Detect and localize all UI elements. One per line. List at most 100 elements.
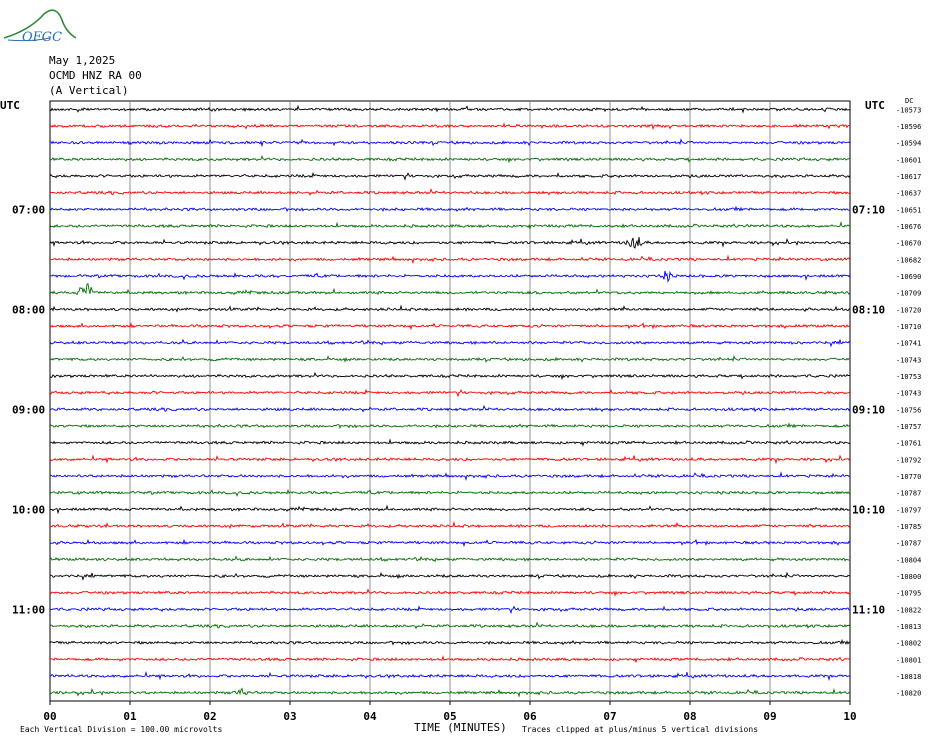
seismic-trace: [49, 588, 851, 597]
x-tick-label: 02: [203, 710, 216, 723]
seismic-trace: [49, 104, 851, 114]
x-tick-label: 04: [363, 710, 377, 723]
x-tick-label: 07: [603, 710, 616, 723]
right-time-label: 08:10: [852, 303, 885, 316]
trace-offset-label: -10785: [896, 523, 921, 531]
trace-offset-label: -10761: [896, 440, 921, 448]
seismic-trace: [49, 638, 851, 646]
trace-offset-label: -10637: [896, 190, 921, 198]
seismic-trace: [50, 438, 851, 447]
seismic-trace: [49, 538, 851, 548]
seismic-trace: [49, 188, 851, 196]
trace-offset-label: -10741: [896, 340, 921, 348]
seismic-trace: [49, 488, 851, 497]
seismic-trace: [49, 454, 851, 465]
trace-offset-label: -10813: [896, 623, 921, 631]
logo: OFGC: [3, 9, 77, 45]
left-time-label: 07:00: [12, 203, 45, 216]
seismic-trace: [49, 220, 851, 231]
logo-text: OFGC: [22, 30, 62, 45]
trace-offset-label: -10787: [896, 490, 921, 498]
trace-offset-label: -10743: [896, 390, 921, 398]
trace-offset-label: -10820: [896, 690, 921, 698]
trace-offset-label: -10797: [896, 506, 921, 514]
right-timezone-label: UTC: [865, 99, 885, 112]
trace-offset-label: -10670: [896, 240, 921, 248]
seismic-trace: [49, 171, 851, 181]
x-tick-label: 09: [763, 710, 776, 723]
trace-offset-label: -10757: [896, 423, 921, 431]
seismic-trace: [49, 422, 851, 430]
seismic-trace: [49, 283, 851, 296]
right-time-label: 07:10: [852, 203, 885, 216]
trace-offset-label: -10573: [896, 106, 921, 114]
trace-offset-label: -10709: [896, 290, 921, 298]
seismic-trace: [49, 388, 851, 398]
trace-offset-label: -10651: [896, 206, 921, 214]
trace-offset-label: -10818: [896, 673, 921, 681]
clip-note: Traces clipped at plus/minus 5 vertical …: [522, 725, 759, 734]
seismic-trace: [49, 270, 851, 283]
trace-offset-label: -10792: [896, 456, 921, 464]
station-label: OCMD HNZ RA 00: [49, 69, 142, 82]
seismic-trace: [49, 338, 851, 348]
plot-grid: [49, 100, 851, 702]
x-tick-label: 01: [123, 710, 137, 723]
x-tick-label: 08: [683, 710, 696, 723]
seismic-trace: [49, 371, 851, 381]
scale-note: Each Vertical Division = 100.00 microvol…: [20, 725, 223, 734]
x-tick-label: 03: [283, 710, 296, 723]
seismic-traces: [49, 104, 851, 698]
x-tick-label: 06: [523, 710, 537, 723]
trace-offset-label: -10594: [896, 140, 921, 148]
seismic-trace: [49, 621, 851, 630]
trace-offset-label: -10801: [896, 656, 921, 664]
trace-offset-label: -10770: [896, 473, 921, 481]
seismic-trace: [49, 670, 851, 682]
left-timezone-label: UTC: [0, 99, 20, 112]
seismic-trace: [49, 654, 851, 664]
trace-offset-label: -10753: [896, 373, 921, 381]
axis-labels: 00 01 02 03 04 05 06 07 08 09 10 -10573 -10596 -10594…: [12, 106, 921, 723]
trace-offset-label: -10601: [896, 156, 921, 164]
date-label: May 1,2025: [49, 54, 116, 67]
trace-offset-label: -10690: [896, 273, 921, 281]
seismic-trace: [49, 404, 851, 413]
trace-offset-label: -10756: [896, 406, 921, 414]
x-tick-label: 00: [43, 710, 56, 723]
trace-offset-label: -10804: [896, 556, 921, 564]
trace-offset-label: -10710: [896, 323, 921, 331]
right-corner-label: DC: [905, 97, 914, 105]
seismic-trace: [49, 122, 851, 131]
left-time-label: 11:00: [12, 603, 45, 616]
trace-offset-label: -10795: [896, 590, 921, 598]
seismic-trace: [49, 471, 851, 482]
seismic-trace: [49, 237, 851, 249]
trace-offset-label: -10720: [896, 306, 921, 314]
seismic-trace: [49, 520, 851, 530]
trace-offset-label: -10617: [896, 173, 921, 181]
seismic-trace: [49, 205, 851, 213]
x-axis-title: TIME (MINUTES): [414, 721, 507, 734]
right-time-label: 11:10: [852, 603, 885, 616]
trace-offset-label: -10676: [896, 223, 921, 231]
seismic-trace: [49, 571, 851, 581]
left-time-label: 10:00: [12, 503, 45, 516]
right-time-label: 10:10: [852, 503, 885, 516]
seismic-trace: [49, 254, 851, 265]
seismic-trace: [49, 304, 851, 313]
trace-offset-label: -10802: [896, 640, 921, 648]
trace-offset-label: -10787: [896, 540, 921, 548]
seismic-trace: [49, 138, 851, 148]
trace-offset-label: -10800: [896, 573, 921, 581]
x-tick-label: 10: [843, 710, 856, 723]
trace-offset-label: -10822: [896, 606, 921, 614]
seismic-trace: [49, 555, 851, 563]
seismic-trace: [49, 155, 851, 164]
left-time-label: 08:00: [12, 303, 45, 316]
right-time-label: 09:10: [852, 403, 885, 416]
trace-offset-label: -10743: [896, 356, 921, 364]
seismic-trace: [49, 504, 851, 515]
left-time-label: 09:00: [12, 403, 45, 416]
seismic-trace: [49, 605, 850, 615]
